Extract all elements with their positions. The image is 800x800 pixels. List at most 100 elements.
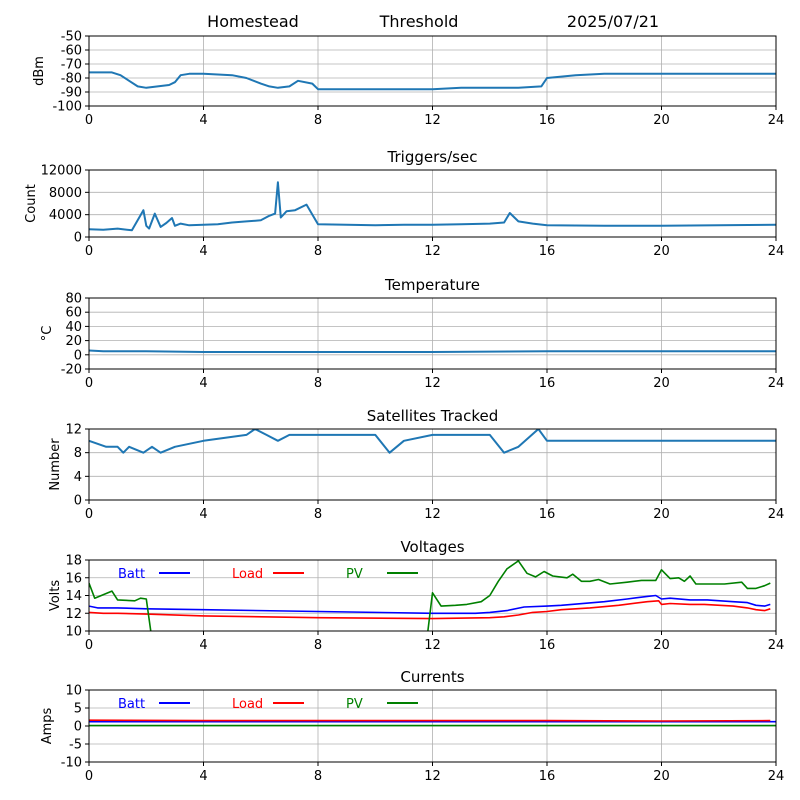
y-tick-label: 0 <box>74 720 82 735</box>
x-tick-label: 24 <box>768 113 785 128</box>
x-tick-label: 4 <box>199 244 207 259</box>
series-line-load <box>89 719 771 722</box>
x-tick-label: 8 <box>314 244 322 259</box>
x-tick-label: 12 <box>424 638 441 653</box>
x-tick-label: 8 <box>314 113 322 128</box>
y-tick-label: -80 <box>61 72 82 87</box>
y-tick-label: 0 <box>74 348 82 363</box>
figure-header: Homestead Threshold 2025/07/21 <box>207 12 659 31</box>
legend-label-load: Load <box>232 697 263 712</box>
y-tick-label: -20 <box>61 363 82 378</box>
x-tick-label: 0 <box>85 376 93 391</box>
chart-panel-1: 0 4 8 12 16 20 24 0 4000 8000 12000 Triggers/sec Cou… <box>24 148 784 259</box>
y-tick-label: 12 <box>65 423 82 438</box>
chart-panel-3: 0 4 8 12 16 20 24 0 4 8 12 Satellites Tracked Number <box>48 407 784 522</box>
legend-label-load: Load <box>232 567 263 582</box>
x-tick-label: 4 <box>199 638 207 653</box>
y-axis-label: °C <box>40 326 55 342</box>
y-tick-label: -50 <box>61 30 82 45</box>
y-tick-label: 18 <box>65 554 82 569</box>
station-name: Homestead <box>207 12 299 31</box>
y-tick-label: 10 <box>65 684 82 699</box>
legend-label-batt: Batt <box>118 567 145 582</box>
series-line-0 <box>89 349 776 353</box>
y-tick-label: 12000 <box>41 164 82 179</box>
mode-label: Threshold <box>379 12 459 31</box>
date-label: 2025/07/21 <box>567 12 659 31</box>
chart-panel-0: 0 4 8 12 16 20 24 -100-90-80-70-60-50 dBm <box>32 30 784 129</box>
legend-label-pv: PV <box>346 697 363 712</box>
y-tick-label: 12 <box>65 607 82 622</box>
series-line-0 <box>89 181 776 232</box>
y-axis-label: Number <box>48 438 63 491</box>
x-tick-label: 12 <box>424 113 441 128</box>
y-tick-label: 5 <box>74 702 82 717</box>
x-tick-label: 16 <box>539 638 556 653</box>
series-line-load <box>89 599 771 620</box>
x-tick-label: 24 <box>768 376 785 391</box>
x-tick-label: 8 <box>314 769 322 784</box>
panel-title: Satellites Tracked <box>367 407 498 425</box>
y-tick-label: 4000 <box>49 208 82 223</box>
x-tick-label: 16 <box>539 376 556 391</box>
y-tick-label: 4 <box>74 470 82 485</box>
y-axis-label: Volts <box>48 580 63 612</box>
y-tick-label: 40 <box>65 320 82 335</box>
x-tick-label: 4 <box>199 376 207 391</box>
x-tick-label: 20 <box>653 244 670 259</box>
y-tick-label: 60 <box>65 306 82 321</box>
x-tick-label: 8 <box>314 376 322 391</box>
x-tick-label: 0 <box>85 769 93 784</box>
x-tick-label: 4 <box>199 507 207 522</box>
y-tick-label: 8 <box>74 446 82 461</box>
y-tick-label: -100 <box>52 100 82 115</box>
x-tick-label: 20 <box>653 113 670 128</box>
y-tick-label: -60 <box>61 44 82 59</box>
x-tick-label: 0 <box>85 113 93 128</box>
x-tick-label: 16 <box>539 507 556 522</box>
y-tick-label: 0 <box>74 494 82 509</box>
panel-title: Temperature <box>384 276 480 294</box>
y-axis-label: dBm <box>32 56 47 86</box>
x-tick-label: 4 <box>199 769 207 784</box>
series-line-batt <box>89 594 771 615</box>
x-tick-label: 0 <box>85 638 93 653</box>
x-tick-label: 8 <box>314 638 322 653</box>
series-line-0 <box>89 429 776 454</box>
y-tick-label: 80 <box>65 292 82 307</box>
x-tick-label: 24 <box>768 244 785 259</box>
x-tick-label: 20 <box>653 769 670 784</box>
y-tick-label: -70 <box>61 58 82 73</box>
x-tick-label: 0 <box>85 244 93 259</box>
x-tick-label: 12 <box>424 376 441 391</box>
x-tick-label: 16 <box>539 769 556 784</box>
y-tick-label: 20 <box>65 334 82 349</box>
panel-title: Voltages <box>400 538 464 556</box>
series-line-0 <box>89 71 776 91</box>
y-axis-label: Amps <box>40 707 55 744</box>
x-tick-label: 24 <box>768 638 785 653</box>
x-tick-label: 8 <box>314 507 322 522</box>
y-tick-label: 14 <box>65 589 82 604</box>
x-tick-label: 0 <box>85 507 93 522</box>
x-tick-label: 12 <box>424 769 441 784</box>
y-axis-label: Count <box>24 184 39 223</box>
x-tick-label: 20 <box>653 507 670 522</box>
y-tick-label: 0 <box>74 231 82 246</box>
x-tick-label: 20 <box>653 638 670 653</box>
x-tick-label: 16 <box>539 244 556 259</box>
series-line-pv <box>89 560 771 631</box>
x-tick-label: 24 <box>768 507 785 522</box>
y-tick-label: -5 <box>69 738 82 753</box>
x-tick-label: 16 <box>539 113 556 128</box>
x-tick-label: 4 <box>199 113 207 128</box>
x-tick-label: 24 <box>768 769 785 784</box>
y-tick-label: -90 <box>61 86 82 101</box>
panel-title: Currents <box>400 668 464 686</box>
chart-panel-4: 0 4 8 12 16 20 24 10 12 14 16 18 Voltages Volts Batt Lo… <box>48 538 784 653</box>
y-tick-label: 8000 <box>49 186 82 201</box>
panel-title: Triggers/sec <box>387 148 478 166</box>
legend-label-pv: PV <box>346 567 363 582</box>
